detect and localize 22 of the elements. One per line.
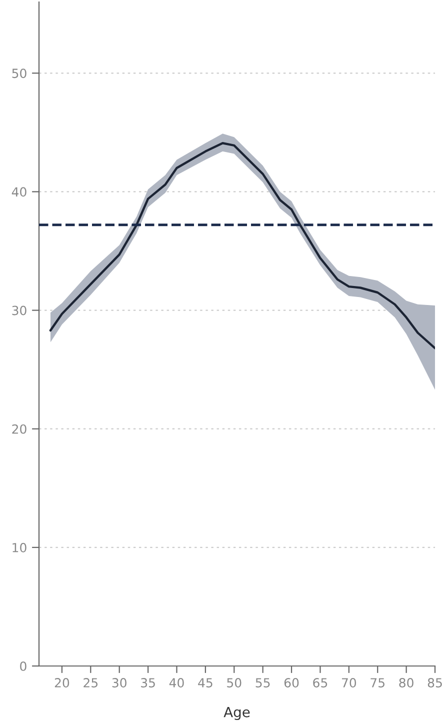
y-tick-label: 20 <box>12 424 26 434</box>
x-tick-label: 70 <box>342 678 356 688</box>
x-tick-label: 40 <box>169 678 184 688</box>
x-tick-label: 20 <box>54 678 70 688</box>
x-tick-label: 65 <box>313 678 328 688</box>
x-tick-label: 85 <box>428 678 442 688</box>
x-tick-label: 60 <box>284 678 299 688</box>
x-tick-label: 55 <box>256 678 270 688</box>
x-tick-label: 30 <box>112 678 126 688</box>
x-tick-label: 80 <box>399 678 414 688</box>
y-tick-label: 0 <box>20 661 26 671</box>
y-tick-label: 50 <box>12 68 26 78</box>
x-tick-label: 50 <box>227 678 242 688</box>
y-tick-label: 30 <box>12 306 26 316</box>
x-tick-label: 45 <box>198 678 212 688</box>
y-tick-label: 40 <box>12 187 26 197</box>
x-tick-label: 75 <box>370 678 384 688</box>
x-tick-label: 25 <box>84 678 98 688</box>
x-tick-label: 35 <box>141 678 155 688</box>
y-tick-label: 10 <box>12 542 26 552</box>
x-axis-title: Age <box>224 706 250 720</box>
line-series <box>49 142 435 350</box>
